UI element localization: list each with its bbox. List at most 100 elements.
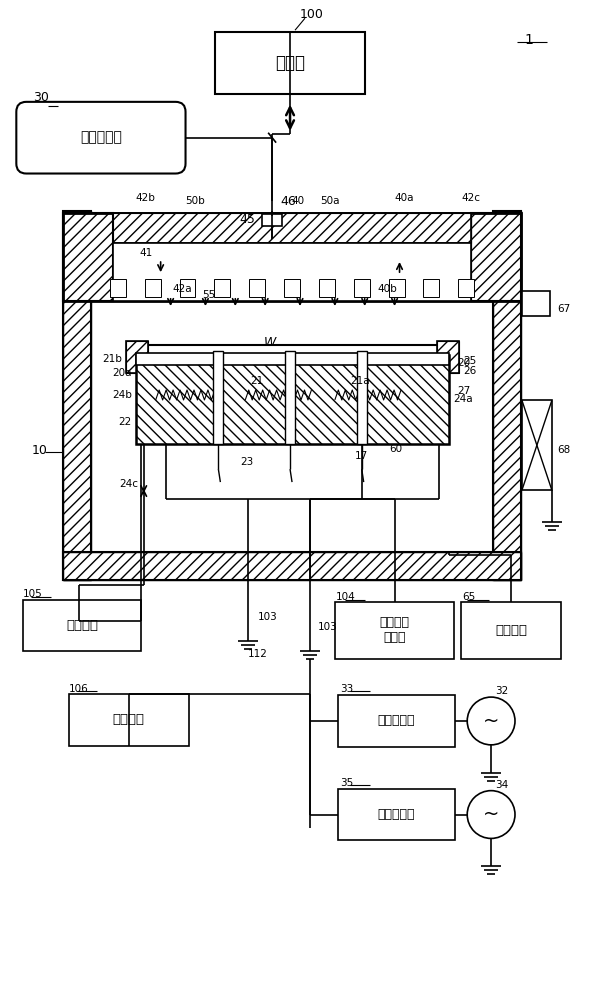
Bar (284, 279, 300, 297)
Bar (63, 213, 113, 301)
Bar (63, 213, 113, 301)
Bar (522, 291, 550, 316)
Bar (389, 279, 404, 297)
Text: ~: ~ (483, 805, 499, 824)
Text: 35: 35 (340, 778, 353, 788)
Text: 42b: 42b (136, 193, 155, 203)
Text: 45: 45 (239, 213, 255, 226)
Text: W: W (264, 336, 277, 349)
Bar (126, 341, 148, 373)
Text: 100: 100 (300, 8, 324, 21)
Text: 20: 20 (457, 358, 470, 368)
Text: 68: 68 (557, 445, 570, 455)
Text: 33: 33 (340, 684, 353, 694)
Bar (338, 695, 455, 747)
Text: 22: 22 (119, 417, 132, 427)
Bar (63, 213, 521, 301)
Bar (471, 213, 521, 301)
Text: 第二匹配器: 第二匹配器 (378, 808, 415, 821)
Text: 21: 21 (250, 376, 263, 386)
Text: 24a: 24a (453, 394, 473, 404)
Bar (285, 351, 295, 444)
Bar (214, 351, 223, 444)
Bar (214, 279, 230, 297)
Text: 气体供给部: 气体供给部 (80, 131, 122, 145)
Text: 27: 27 (457, 386, 470, 396)
Text: 排气装置: 排气装置 (495, 624, 527, 637)
Text: 103: 103 (258, 612, 278, 622)
Bar (262, 214, 282, 226)
Bar (136, 355, 449, 444)
Text: 40b: 40b (377, 284, 397, 294)
Bar (69, 694, 188, 746)
Bar (113, 213, 471, 243)
Text: 10: 10 (31, 444, 47, 457)
FancyBboxPatch shape (16, 102, 185, 174)
Bar (437, 341, 459, 373)
Text: 24b: 24b (112, 390, 132, 400)
Bar (437, 341, 459, 373)
Text: 104: 104 (336, 592, 356, 602)
Bar (335, 602, 454, 659)
Text: 41: 41 (139, 248, 152, 258)
Bar (249, 279, 265, 297)
Bar (458, 279, 474, 297)
Text: 第一匹配器: 第一匹配器 (378, 714, 415, 727)
Text: 42a: 42a (173, 284, 192, 294)
Bar (357, 351, 367, 444)
Text: 21a: 21a (350, 376, 370, 386)
Bar (424, 279, 439, 297)
Text: 55: 55 (202, 290, 216, 300)
Text: 112: 112 (248, 649, 268, 659)
Bar (145, 279, 161, 297)
Bar (493, 211, 521, 580)
Bar (63, 211, 91, 580)
Text: 34: 34 (495, 780, 508, 790)
Text: 导热气体
供给部: 导热气体 供给部 (380, 616, 410, 644)
Bar (63, 552, 521, 580)
Text: 60: 60 (389, 444, 403, 454)
Bar (354, 279, 370, 297)
Bar (63, 552, 521, 580)
Text: 50a: 50a (320, 196, 340, 206)
Text: 40: 40 (292, 196, 305, 206)
Text: 65: 65 (462, 592, 475, 602)
Text: 26: 26 (463, 366, 476, 376)
Text: 105: 105 (23, 589, 43, 599)
Text: 21b: 21b (102, 354, 122, 364)
Text: 控制部: 控制部 (275, 54, 305, 72)
Bar (113, 213, 471, 243)
Bar (319, 279, 335, 297)
Text: 交流电源: 交流电源 (113, 713, 145, 726)
Text: 106: 106 (69, 684, 89, 694)
Bar (179, 279, 196, 297)
Bar (23, 600, 141, 651)
Bar (110, 279, 126, 297)
Bar (113, 243, 471, 301)
Text: 25: 25 (463, 356, 476, 366)
Bar (522, 400, 552, 490)
Text: 32: 32 (495, 686, 508, 696)
Text: 23: 23 (240, 457, 254, 467)
Text: 40a: 40a (395, 193, 414, 203)
Text: 46: 46 (280, 195, 296, 208)
Bar (136, 353, 449, 365)
Bar (136, 355, 449, 444)
Text: 制冷单元: 制冷单元 (66, 619, 98, 632)
Text: ~: ~ (483, 711, 499, 730)
Text: 67: 67 (557, 304, 570, 314)
Bar (215, 32, 365, 94)
Text: 50b: 50b (185, 196, 205, 206)
Text: 42c: 42c (461, 193, 480, 203)
Bar (338, 789, 455, 840)
Text: 17: 17 (355, 451, 368, 461)
Bar (126, 341, 148, 373)
Bar (63, 211, 91, 580)
Text: 20a: 20a (112, 368, 132, 378)
Bar (471, 213, 521, 301)
Text: 103: 103 (318, 622, 338, 632)
Bar (461, 602, 561, 659)
Bar (493, 211, 521, 580)
Text: 30: 30 (33, 91, 49, 104)
Text: 24c: 24c (119, 479, 138, 489)
